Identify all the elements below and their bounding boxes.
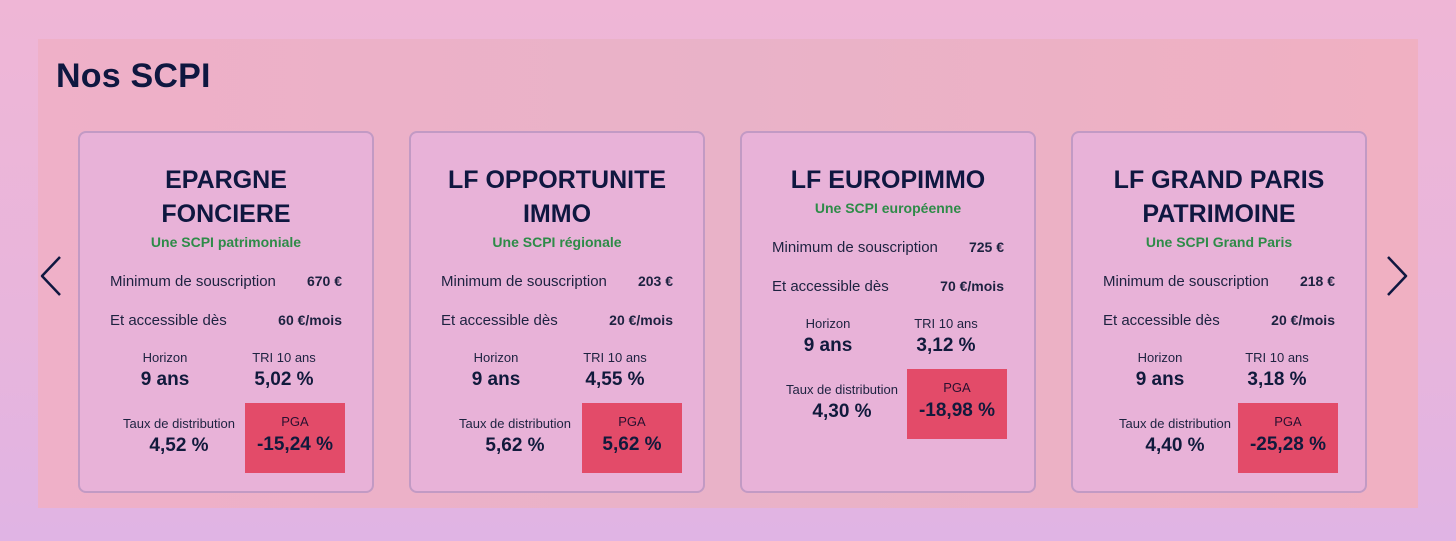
carousel-prev-button[interactable]: [38, 253, 66, 299]
scpi-card-epargne-fonciere[interactable]: EPARGNE FONCIERE Une SCPI patrimoniale Mi…: [78, 131, 374, 493]
taux-label: Taux de distribution: [122, 416, 235, 431]
accessible-row: Et accessible dès 70 €/mois: [772, 278, 1004, 295]
horizon-metric: Horizon 9 ans: [115, 350, 215, 391]
card-title: LF OPPORTUNITE IMMO: [447, 166, 667, 228]
minimum-label: Minimum de souscription: [772, 239, 938, 256]
pga-value: 5,62 %: [602, 434, 662, 455]
accessible-row: Et accessible dès 20 €/mois: [1103, 312, 1335, 329]
tri-value: 4,55 %: [585, 369, 645, 390]
tri-value: 3,18 %: [1247, 369, 1307, 390]
scpi-card-lf-opportunite-immo[interactable]: LF OPPORTUNITE IMMO Une SCPI régionale Mi…: [409, 131, 705, 493]
tri-metric: TRI 10 ans 3,18 %: [1227, 350, 1327, 391]
minimum-value: 725 €: [968, 239, 1004, 255]
accessible-value: 60 €/mois: [278, 312, 342, 328]
chevron-left-icon: [40, 256, 61, 296]
minimum-label: Minimum de souscription: [441, 273, 607, 290]
pga-badge: PGA -18,98 %: [907, 369, 1007, 439]
taux-value: 5,62 %: [485, 435, 545, 456]
minimum-label: Minimum de souscription: [1103, 273, 1269, 290]
taux-label: Taux de distribution: [458, 416, 571, 431]
pga-badge: PGA -15,24 %: [245, 403, 345, 473]
horizon-label: Horizon: [473, 350, 519, 365]
card-subtitle: Une SCPI européenne: [814, 200, 962, 216]
accessible-value: 20 €/mois: [609, 312, 673, 328]
tri-label: TRI 10 ans: [252, 350, 316, 365]
taux-metric: Taux de distribution 4,30 %: [777, 382, 907, 423]
tri-metric: TRI 10 ans 4,55 %: [565, 350, 665, 391]
chevron-right-icon: [1387, 256, 1408, 296]
scpi-card-lf-europimmo[interactable]: LF EUROPIMMO Une SCPI européenne Minimum…: [740, 131, 1036, 493]
pga-label: PGA: [281, 414, 309, 429]
tri-value: 5,02 %: [254, 369, 314, 390]
taux-metric: Taux de distribution 4,40 %: [1110, 416, 1240, 457]
accessible-label: Et accessible dès: [1103, 312, 1220, 329]
horizon-metric: Horizon 9 ans: [446, 350, 546, 391]
card-title: LF GRAND PARIS PATRIMOINE: [1113, 166, 1325, 228]
accessible-label: Et accessible dès: [441, 312, 558, 329]
taux-value: 4,30 %: [812, 401, 872, 422]
carousel-next-button[interactable]: [1382, 253, 1410, 299]
taux-label: Taux de distribution: [785, 382, 898, 397]
tri-label: TRI 10 ans: [583, 350, 647, 365]
minimum-row: Minimum de souscription 203 €: [441, 273, 673, 290]
taux-value: 4,40 %: [1145, 435, 1205, 456]
pga-label: PGA: [618, 414, 646, 429]
card-title: EPARGNE FONCIERE: [161, 166, 291, 228]
pga-value: -18,98 %: [918, 400, 996, 421]
taux-value: 4,52 %: [149, 435, 209, 456]
card-title: LF EUROPIMMO: [790, 166, 986, 194]
minimum-row: Minimum de souscription 218 €: [1103, 273, 1335, 290]
taux-label: Taux de distribution: [1118, 416, 1231, 431]
pga-value: -25,28 %: [1249, 434, 1327, 455]
horizon-value: 9 ans: [140, 369, 190, 390]
tri-value: 3,12 %: [916, 335, 976, 356]
minimum-row: Minimum de souscription 725 €: [772, 239, 1004, 256]
accessible-row: Et accessible dès 60 €/mois: [110, 312, 342, 329]
minimum-value: 218 €: [1299, 273, 1335, 289]
pga-badge: PGA 5,62 %: [582, 403, 682, 473]
card-subtitle: Une SCPI Grand Paris: [1145, 234, 1293, 250]
accessible-label: Et accessible dès: [772, 278, 889, 295]
horizon-value: 9 ans: [1135, 369, 1185, 390]
taux-metric: Taux de distribution 4,52 %: [114, 416, 244, 457]
horizon-metric: Horizon 9 ans: [778, 316, 878, 357]
accessible-row: Et accessible dès 20 €/mois: [441, 312, 673, 329]
pga-label: PGA: [1274, 414, 1302, 429]
accessible-value: 70 €/mois: [940, 278, 1004, 294]
tri-metric: TRI 10 ans 5,02 %: [234, 350, 334, 391]
horizon-label: Horizon: [142, 350, 188, 365]
horizon-metric: Horizon 9 ans: [1110, 350, 1210, 391]
tri-label: TRI 10 ans: [1245, 350, 1309, 365]
horizon-value: 9 ans: [803, 335, 853, 356]
pga-badge: PGA -25,28 %: [1238, 403, 1338, 473]
accessible-value: 20 €/mois: [1271, 312, 1335, 328]
pga-label: PGA: [943, 380, 971, 395]
tri-label: TRI 10 ans: [914, 316, 978, 331]
card-subtitle: Une SCPI patrimoniale: [150, 234, 302, 250]
card-subtitle: Une SCPI régionale: [492, 234, 622, 250]
horizon-value: 9 ans: [471, 369, 521, 390]
tri-metric: TRI 10 ans 3,12 %: [896, 316, 996, 357]
taux-metric: Taux de distribution 5,62 %: [450, 416, 580, 457]
minimum-value: 670 €: [306, 273, 342, 289]
minimum-value: 203 €: [637, 273, 673, 289]
horizon-label: Horizon: [805, 316, 851, 331]
horizon-label: Horizon: [1137, 350, 1183, 365]
minimum-row: Minimum de souscription 670 €: [110, 273, 342, 290]
scpi-card-lf-grand-paris-patrimoine[interactable]: LF GRAND PARIS PATRIMOINE Une SCPI Grand …: [1071, 131, 1367, 493]
minimum-label: Minimum de souscription: [110, 273, 276, 290]
section-title: Nos SCPI: [56, 57, 211, 95]
accessible-label: Et accessible dès: [110, 312, 227, 329]
pga-value: -15,24 %: [256, 434, 334, 455]
